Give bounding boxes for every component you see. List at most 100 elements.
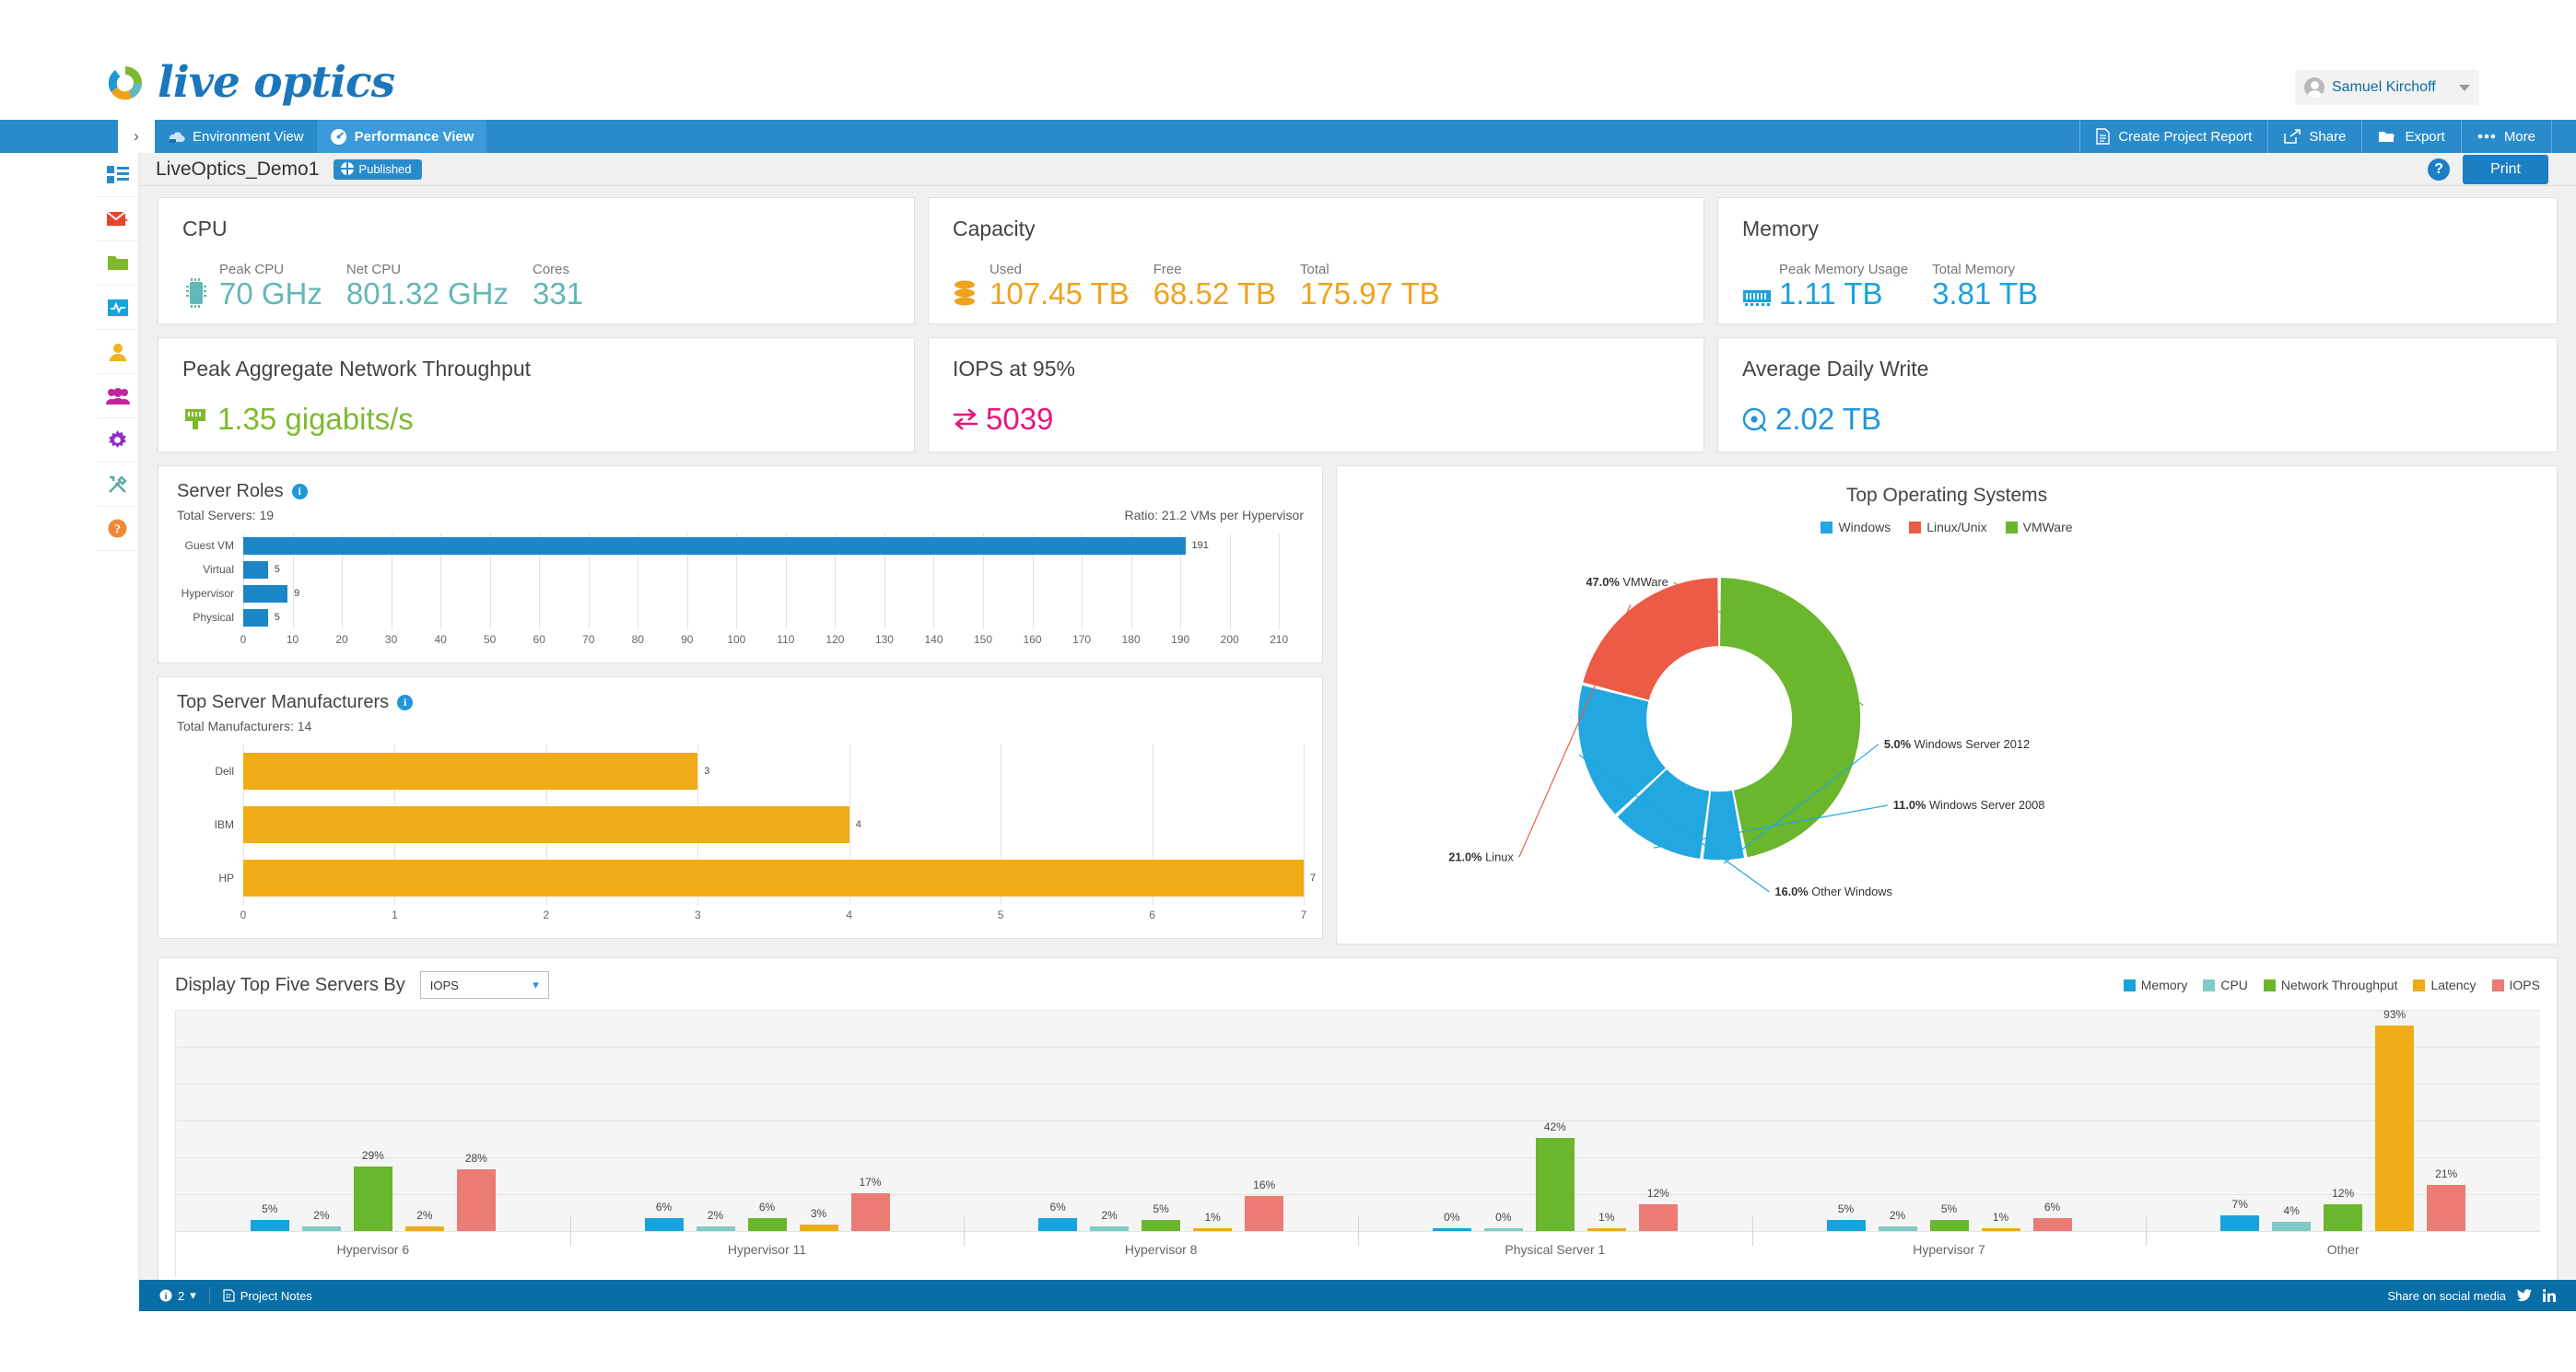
notifications-indicator[interactable]: i 2 ▾: [159, 1288, 196, 1303]
legend-label: Memory: [2140, 978, 2188, 992]
chart-bar[interactable]: 16%: [1245, 1179, 1284, 1231]
chart-bar[interactable]: 2%: [1878, 1209, 1917, 1231]
export-button[interactable]: Export: [2361, 120, 2460, 153]
chart-bar[interactable]: 42%: [1535, 1120, 1575, 1231]
chart-bar[interactable]: 1%: [1193, 1211, 1233, 1231]
ellipsis-icon: [2477, 134, 2496, 139]
chart-bar[interactable]: [243, 860, 1304, 897]
print-button[interactable]: Print: [2463, 154, 2548, 184]
chart-bar[interactable]: 12%: [2324, 1187, 2363, 1231]
chart-bar[interactable]: 6%: [1038, 1201, 1078, 1231]
chart-bar[interactable]: 1%: [1587, 1211, 1626, 1231]
mail-icon[interactable]: [97, 197, 138, 241]
chart-bar[interactable]: 6%: [644, 1201, 684, 1231]
chart-bar[interactable]: 0%: [1432, 1211, 1471, 1231]
chart-bar[interactable]: 28%: [456, 1152, 496, 1231]
create-project-report-button[interactable]: Create Project Report: [2079, 120, 2267, 153]
info-icon[interactable]: i: [291, 484, 308, 499]
chart-bar[interactable]: 2%: [1090, 1209, 1130, 1231]
chart-x-axis: 0 1 2 3 4 5 6 7: [240, 909, 1307, 925]
chart-bar[interactable]: 2%: [301, 1209, 341, 1231]
legend-item-iops[interactable]: IOPS: [2491, 978, 2540, 992]
chart-bar[interactable]: 17%: [850, 1176, 890, 1231]
chart-bar[interactable]: 12%: [1638, 1187, 1678, 1231]
legend-label: VMWare: [2022, 520, 2073, 534]
server-manufacturers-total: Total Manufacturers: 14: [177, 719, 312, 733]
chart-bar[interactable]: [243, 584, 288, 603]
chart-x-tick: 180: [1121, 633, 1141, 646]
share-button[interactable]: Share: [2267, 120, 2361, 153]
chart-bar[interactable]: 2%: [404, 1209, 444, 1231]
help-icon[interactable]: ?: [97, 507, 138, 551]
chart-bar[interactable]: 5%: [1826, 1202, 1866, 1231]
cpu-card: CPU Peak CPU 70 GHz N: [158, 197, 915, 324]
legend-item-windows[interactable]: Windows: [1821, 520, 1891, 534]
chart-bar[interactable]: 1%: [1981, 1211, 2020, 1231]
folder-icon[interactable]: [97, 241, 138, 286]
legend-item-vmware[interactable]: VMWare: [2005, 520, 2073, 534]
legend-item-latency[interactable]: Latency: [2413, 978, 2476, 992]
chart-bar[interactable]: [243, 536, 1186, 555]
legend-item-cpu[interactable]: CPU: [2203, 978, 2248, 992]
donut-slice-linux[interactable]: [1583, 578, 1719, 700]
server-roles-total: Total Servers: 19: [177, 508, 275, 522]
chart-bar-row: Virtual 5: [177, 557, 1304, 581]
tools-icon[interactable]: [97, 463, 138, 507]
info-icon[interactable]: i: [397, 695, 414, 710]
chart-bar-track: 4: [243, 798, 1304, 851]
chart-bar[interactable]: 29%: [353, 1149, 392, 1231]
gear-icon[interactable]: [97, 418, 138, 463]
donut-slice-windows-server-2012[interactable]: [1703, 790, 1744, 861]
sidebar-collapse-toggle[interactable]: ›: [118, 120, 155, 153]
chart-bar[interactable]: 2%: [696, 1209, 735, 1231]
chart-bar[interactable]: 93%: [2375, 1008, 2415, 1231]
average-daily-write-title: Average Daily Write: [1742, 357, 1929, 381]
group-icon[interactable]: [97, 374, 138, 418]
twitter-icon[interactable]: [2517, 1289, 2532, 1302]
chart-bar[interactable]: 21%: [2427, 1167, 2466, 1231]
metric-peak-cpu: Peak CPU 70 GHz: [219, 262, 322, 309]
project-notes-button[interactable]: Project Notes: [223, 1289, 312, 1303]
chart-bar[interactable]: [243, 608, 268, 627]
legend-item-network-throughput[interactable]: Network Throughput: [2263, 978, 2397, 992]
chart-bar-value: 9: [294, 588, 300, 599]
capacity-card-title: Capacity: [953, 217, 1036, 240]
chart-bar[interactable]: 5%: [250, 1202, 289, 1231]
chart-bar[interactable]: 6%: [2032, 1201, 2072, 1231]
chart-bar[interactable]: [243, 560, 268, 579]
chart-bar[interactable]: 7%: [2220, 1198, 2260, 1231]
donut-slice-windows-server-2008[interactable]: [1617, 768, 1710, 859]
chart-bar[interactable]: 0%: [1483, 1211, 1523, 1231]
legend-item-memory[interactable]: Memory: [2123, 978, 2188, 992]
help-icon[interactable]: ?: [2428, 158, 2451, 181]
logo[interactable]: live optics: [104, 57, 395, 108]
chart-bar-value: 3: [704, 766, 710, 777]
more-button[interactable]: More: [2460, 120, 2552, 153]
chart-bar[interactable]: 6%: [747, 1201, 787, 1231]
chart-bar-label: Physical: [193, 611, 234, 624]
linkedin-icon[interactable]: [2543, 1289, 2556, 1302]
metric-free: Free 68.52 TB: [1153, 262, 1276, 309]
chart-bar-label: Virtual: [203, 563, 234, 576]
legend-label: CPU: [2220, 978, 2248, 992]
chart-bar-value: 29%: [361, 1149, 384, 1163]
tab-environment-view[interactable]: Environment View: [155, 120, 317, 153]
dashboard-icon[interactable]: [97, 153, 138, 197]
chart-bar[interactable]: 5%: [1142, 1202, 1181, 1231]
chart-bar-value: 28%: [464, 1151, 487, 1165]
user-icon[interactable]: [97, 330, 138, 374]
chart-bar[interactable]: [243, 806, 849, 843]
chart-bar[interactable]: 3%: [799, 1207, 838, 1231]
chart-bar-row: Dell 3: [177, 745, 1304, 798]
info-icon: i: [159, 1289, 172, 1302]
user-menu[interactable]: Samuel Kirchoff: [2295, 70, 2479, 105]
activity-icon[interactable]: [97, 286, 138, 330]
donut-slice-vmware[interactable]: [1720, 578, 1861, 858]
top-servers-metric-select[interactable]: IOPS ▾: [419, 971, 549, 999]
legend-item-linux-unix[interactable]: Linux/Unix: [1909, 520, 1987, 534]
tab-performance-view[interactable]: Performance View: [316, 120, 487, 153]
donut-slice-other-windows[interactable]: [1577, 685, 1666, 815]
chart-bar[interactable]: 4%: [2272, 1204, 2312, 1231]
chart-bar[interactable]: [243, 753, 698, 790]
chart-bar[interactable]: 5%: [1929, 1202, 1969, 1231]
